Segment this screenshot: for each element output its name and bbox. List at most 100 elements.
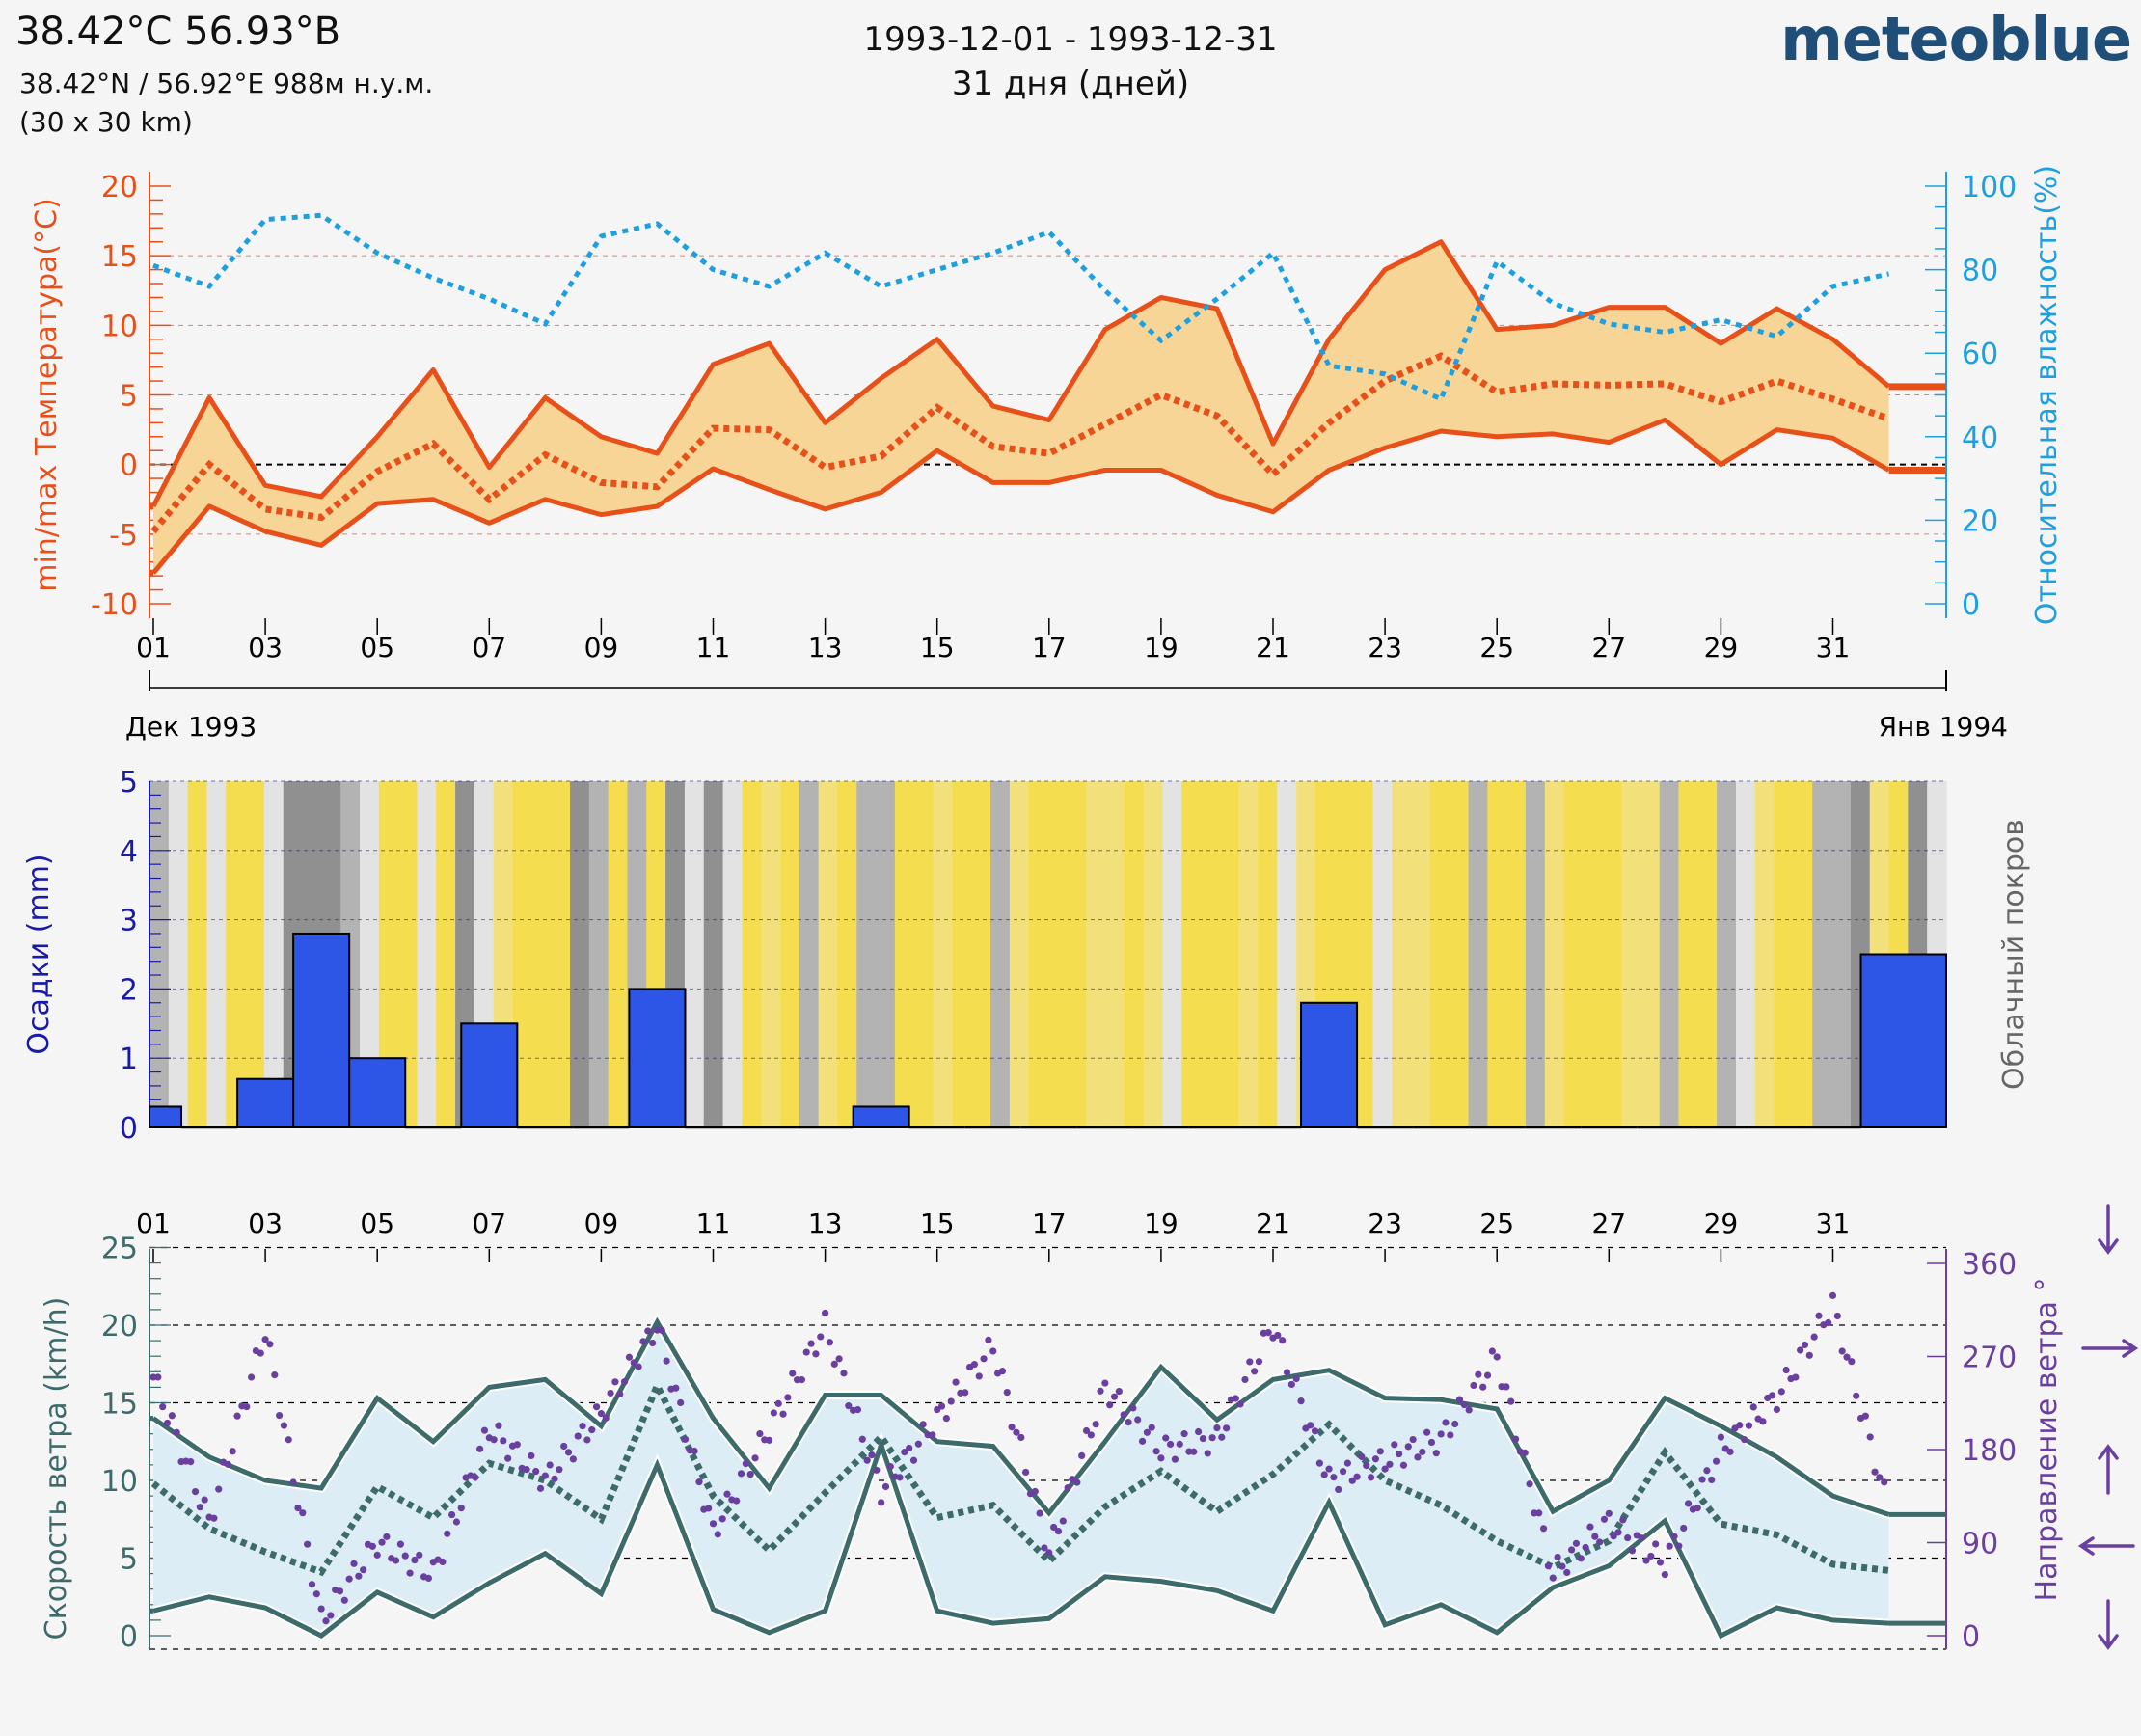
direction-tick-label: 180 bbox=[1962, 1434, 2017, 1468]
wind-direction-point bbox=[360, 1566, 367, 1574]
wind-date-tick-label: 17 bbox=[1032, 1207, 1067, 1239]
wind-direction-point bbox=[807, 1340, 815, 1347]
wind-direction-point bbox=[1073, 1478, 1081, 1486]
cloud-cover-band bbox=[168, 781, 189, 1127]
wind-direction-point bbox=[1591, 1533, 1599, 1540]
date-tick-label: 19 bbox=[1144, 632, 1179, 664]
cloud-cover-band bbox=[1238, 781, 1260, 1127]
wind-direction-point bbox=[1792, 1373, 1800, 1381]
wind-direction-point bbox=[1881, 1478, 1888, 1486]
wind-direction-point bbox=[1797, 1346, 1804, 1354]
wind-direction-point bbox=[784, 1394, 792, 1401]
wind-direction-point bbox=[327, 1612, 335, 1619]
wind-direction-point bbox=[154, 1373, 162, 1381]
wind-direction-point bbox=[1871, 1468, 1879, 1476]
wind-direction-point bbox=[1455, 1396, 1464, 1403]
wind-direction-point bbox=[495, 1422, 502, 1429]
wind-direction-point bbox=[1315, 1459, 1323, 1467]
wind-direction-point bbox=[1493, 1353, 1501, 1361]
wind-tick-label: 0 bbox=[120, 1620, 138, 1654]
cloud-cover-band bbox=[360, 781, 380, 1127]
date-tick-label: 07 bbox=[472, 632, 506, 664]
wind-direction-point bbox=[1843, 1353, 1851, 1361]
wind-direction-point bbox=[439, 1558, 447, 1566]
wind-direction-point bbox=[840, 1370, 848, 1377]
wind-direction-point bbox=[1391, 1441, 1398, 1449]
wind-direction-point bbox=[695, 1478, 703, 1486]
cloud-cover-band bbox=[1735, 781, 1756, 1127]
wind-direction-point bbox=[1409, 1435, 1417, 1444]
wind-direction-point bbox=[1386, 1460, 1394, 1468]
precip-bar bbox=[852, 1105, 910, 1128]
wind-direction-point bbox=[1003, 1388, 1011, 1397]
wind-direction-point bbox=[854, 1405, 862, 1414]
wind-direction-point bbox=[1680, 1524, 1688, 1533]
wind-direction-point bbox=[1801, 1341, 1809, 1349]
wind-direction-point bbox=[490, 1436, 498, 1444]
cloud-cover-band bbox=[1487, 781, 1507, 1127]
wind-direction-point bbox=[718, 1515, 726, 1523]
wind-direction-point bbox=[1148, 1424, 1155, 1431]
temp-tick-label: 5 bbox=[120, 380, 138, 414]
cloud-cover-band bbox=[1219, 781, 1240, 1127]
wind-direction-point bbox=[937, 1402, 946, 1410]
wind-direction-point bbox=[1236, 1400, 1244, 1408]
wind-date-tick-label: 15 bbox=[920, 1207, 955, 1239]
wind-direction-point bbox=[1264, 1329, 1272, 1337]
wind-direction-point bbox=[1652, 1540, 1660, 1548]
cloud-cover-band bbox=[1047, 781, 1068, 1127]
wind-direction-point bbox=[817, 1333, 825, 1341]
temp-max-line bbox=[150, 239, 1891, 508]
date-tick-label: 13 bbox=[808, 632, 843, 664]
precip-tick-label: 5 bbox=[120, 766, 138, 800]
wind-direction-point bbox=[261, 1336, 269, 1343]
wind-direction-point bbox=[1586, 1523, 1594, 1531]
wind-direction-point bbox=[723, 1490, 731, 1498]
wind-direction-point bbox=[649, 1339, 657, 1347]
wind-direction-point bbox=[532, 1467, 540, 1476]
wind-direction-point bbox=[229, 1448, 236, 1455]
wind-direction-point bbox=[919, 1421, 927, 1428]
wind-direction-point bbox=[1773, 1405, 1781, 1414]
wind-direction-point bbox=[1647, 1552, 1655, 1560]
wind-direction-point bbox=[602, 1414, 610, 1422]
wind-direction-point bbox=[1255, 1358, 1263, 1366]
cloud-cover-band bbox=[1621, 781, 1641, 1127]
cloud-cover-band bbox=[417, 781, 437, 1127]
wind-direction-point bbox=[742, 1459, 749, 1468]
cloud-cover-band bbox=[971, 781, 991, 1127]
temp-min-line bbox=[151, 417, 1890, 575]
date-range: 1993-12-01 - 1993-12-31 bbox=[863, 20, 1278, 59]
wind-max-line bbox=[151, 1316, 1890, 1517]
cloud-cover-band bbox=[1353, 781, 1374, 1127]
wind-direction-point bbox=[1017, 1433, 1025, 1442]
cloud-cover-band bbox=[245, 781, 265, 1127]
wind-direction-point bbox=[681, 1435, 690, 1443]
wind-direction-point bbox=[1101, 1379, 1109, 1387]
wind-direction-point bbox=[546, 1461, 554, 1469]
humidity-tick-label: 100 bbox=[1962, 171, 2017, 204]
location-latlon-elevation: 38.42°N / 56.92°E 988м н.у.м. bbox=[19, 68, 434, 99]
wind-direction-point bbox=[383, 1533, 391, 1540]
wind-direction-point bbox=[714, 1531, 721, 1538]
wind-direction-point bbox=[340, 1596, 348, 1604]
wind-tick-label: 20 bbox=[101, 1310, 138, 1343]
wind-direction-point bbox=[1320, 1471, 1328, 1478]
wind-direction-point bbox=[210, 1514, 218, 1522]
precip-bar bbox=[628, 988, 687, 1129]
wind-direction-point bbox=[564, 1449, 573, 1456]
wind-direction-point bbox=[663, 1357, 670, 1365]
wind-direction-point bbox=[886, 1462, 894, 1471]
meteoblue-logo[interactable]: meteoblue bbox=[1780, 4, 2132, 74]
wind-direction-point bbox=[1367, 1474, 1375, 1481]
direction-tick-label: 270 bbox=[1962, 1342, 2017, 1375]
wind-direction-point bbox=[1013, 1428, 1020, 1436]
wind-direction-point bbox=[826, 1339, 834, 1346]
direction-arrow-icon bbox=[2077, 1536, 2135, 1556]
wind-direction-point bbox=[1544, 1562, 1553, 1570]
precip-tick-label: 1 bbox=[120, 1043, 138, 1076]
wind-direction-point bbox=[970, 1361, 979, 1369]
wind-direction-point bbox=[1675, 1542, 1683, 1550]
wind-direction-point bbox=[1624, 1533, 1632, 1542]
precip-bar bbox=[1300, 1001, 1359, 1129]
